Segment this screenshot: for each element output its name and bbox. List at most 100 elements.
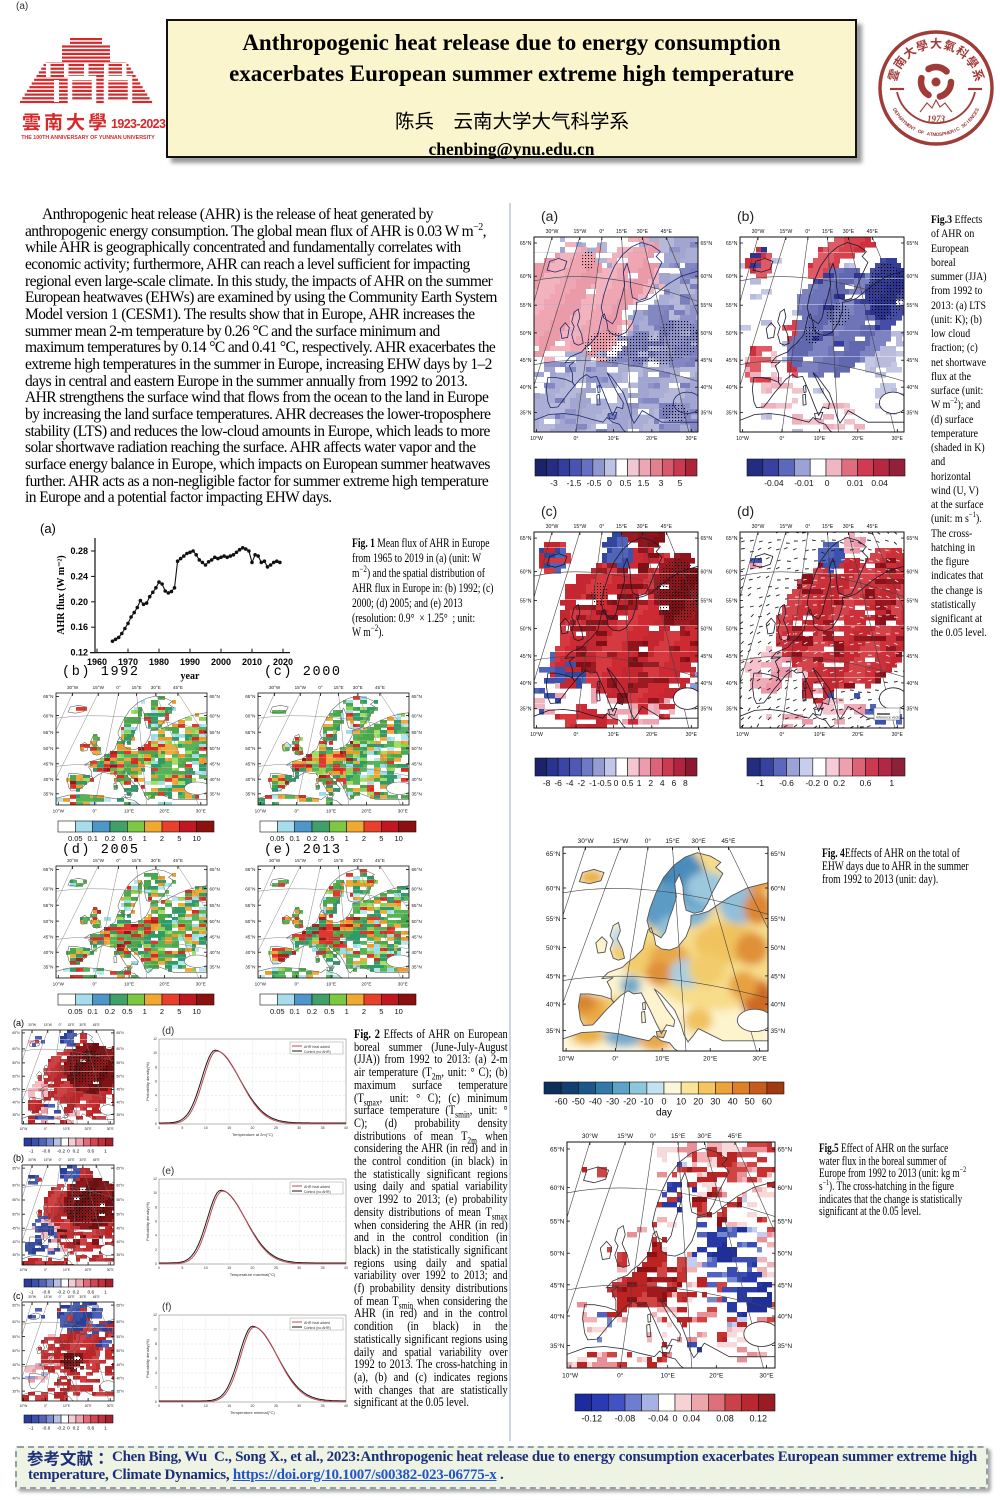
svg-text:65°N: 65°N xyxy=(117,1303,125,1307)
svg-text:10°E: 10°E xyxy=(655,1055,670,1063)
svg-text:45°E: 45°E xyxy=(721,837,736,845)
svg-text:15: 15 xyxy=(227,1404,231,1408)
svg-text:0: 0 xyxy=(155,1122,157,1126)
svg-text:60°N: 60°N xyxy=(726,274,738,280)
svg-text:60°N: 60°N xyxy=(117,1183,125,1187)
svg-text:0: 0 xyxy=(158,1404,160,1408)
svg-text:55°N: 55°N xyxy=(12,1061,20,1065)
svg-text:50°N: 50°N xyxy=(245,919,255,924)
svg-text:10°W: 10°W xyxy=(255,809,267,814)
svg-text:60°N: 60°N xyxy=(210,713,220,718)
svg-text:5: 5 xyxy=(181,1126,183,1130)
svg-text:1960: 1960 xyxy=(87,657,107,667)
svg-text:-3: -3 xyxy=(550,478,558,488)
svg-text:-1.5: -1.5 xyxy=(567,478,582,488)
svg-text:30°E: 30°E xyxy=(892,436,904,442)
svg-text:0°: 0° xyxy=(116,685,121,690)
svg-text:S: S xyxy=(974,107,981,113)
svg-text:2: 2 xyxy=(160,1007,164,1016)
svg-text:0°: 0° xyxy=(574,436,579,442)
svg-text:15: 15 xyxy=(227,1126,231,1130)
svg-text:45°N: 45°N xyxy=(245,762,255,767)
svg-text:35°N: 35°N xyxy=(412,792,422,797)
svg-text:65°N: 65°N xyxy=(245,694,255,699)
svg-text:0: 0 xyxy=(607,478,612,488)
svg-text:45°N: 45°N xyxy=(771,972,786,980)
svg-text:45°N: 45°N xyxy=(412,935,422,940)
svg-text:1: 1 xyxy=(143,1007,147,1016)
svg-text:50°N: 50°N xyxy=(546,944,561,952)
svg-text:P: P xyxy=(942,131,947,138)
svg-text:-0.2: -0.2 xyxy=(57,1289,66,1295)
svg-text:10: 10 xyxy=(153,1328,157,1332)
svg-text:1: 1 xyxy=(104,1425,107,1431)
svg-text:0°: 0° xyxy=(805,524,810,530)
svg-text:0.20: 0.20 xyxy=(70,597,88,607)
svg-text:10°W: 10°W xyxy=(53,982,65,987)
svg-text:0.5: 0.5 xyxy=(122,1007,132,1016)
svg-text:0°: 0° xyxy=(294,809,299,814)
svg-text:30°E: 30°E xyxy=(637,524,649,530)
svg-text:0: 0 xyxy=(824,778,829,788)
svg-text:15°E: 15°E xyxy=(68,1158,75,1162)
svg-text:30°E: 30°E xyxy=(151,858,161,863)
svg-text:0°: 0° xyxy=(59,1023,63,1027)
svg-text:R: R xyxy=(898,117,905,124)
svg-text:E: E xyxy=(967,116,974,123)
svg-text:60°N: 60°N xyxy=(907,274,919,280)
svg-text:-6: -6 xyxy=(554,778,562,788)
svg-text:THE 100TH ANNIVERSARY OF YUNNA: THE 100TH ANNIVERSARY OF YUNNAN UNIVERSI… xyxy=(21,135,155,141)
svg-text:10°E: 10°E xyxy=(326,809,336,814)
svg-text:20°E: 20°E xyxy=(361,982,371,987)
svg-text:55°N: 55°N xyxy=(701,303,713,309)
svg-text:60°N: 60°N xyxy=(701,274,713,280)
svg-text:10°W: 10°W xyxy=(19,1268,27,1272)
svg-text:1980: 1980 xyxy=(149,657,169,667)
svg-text:45°N: 45°N xyxy=(520,358,532,364)
svg-text:45°N: 45°N xyxy=(117,1363,125,1367)
svg-text:T: T xyxy=(911,126,916,133)
svg-text:50°N: 50°N xyxy=(12,1075,20,1079)
svg-text:10: 10 xyxy=(395,834,403,843)
svg-text:O: O xyxy=(917,128,923,135)
svg-text:50°N: 50°N xyxy=(412,746,422,751)
svg-text:C: C xyxy=(971,112,978,119)
svg-text:50°N: 50°N xyxy=(520,626,532,632)
svg-text:40°N: 40°N xyxy=(210,777,220,782)
svg-text:45°N: 45°N xyxy=(43,762,53,767)
svg-text:12: 12 xyxy=(153,1177,157,1181)
svg-text:45°E: 45°E xyxy=(375,685,385,690)
svg-text:20°E: 20°E xyxy=(361,809,371,814)
svg-text:10°E: 10°E xyxy=(124,809,134,814)
svg-text:-1: -1 xyxy=(29,1425,34,1431)
svg-text:50°N: 50°N xyxy=(245,746,255,751)
svg-text:T: T xyxy=(930,132,934,138)
svg-text:40: 40 xyxy=(344,1126,348,1130)
svg-text:0.2: 0.2 xyxy=(73,1289,80,1295)
svg-text:35°N: 35°N xyxy=(907,706,919,712)
svg-text:45°N: 45°N xyxy=(546,972,561,980)
svg-text:5: 5 xyxy=(177,1007,181,1016)
svg-text:0: 0 xyxy=(614,778,619,788)
svg-text:M: M xyxy=(903,121,910,128)
svg-text:35°N: 35°N xyxy=(701,706,713,712)
svg-text:-8: -8 xyxy=(543,778,551,788)
svg-text:AHR heat added: AHR heat added xyxy=(304,1185,330,1189)
svg-text:0: 0 xyxy=(155,1262,157,1266)
svg-text:55°N: 55°N xyxy=(43,730,53,735)
svg-text:-0.5: -0.5 xyxy=(587,478,602,488)
svg-text:0°: 0° xyxy=(780,436,785,442)
svg-text:1: 1 xyxy=(104,1148,107,1154)
svg-text:20°E: 20°E xyxy=(852,732,864,738)
svg-text:AHR heat added: AHR heat added xyxy=(304,1321,330,1325)
svg-text:2: 2 xyxy=(160,834,164,843)
svg-text:E: E xyxy=(973,109,980,116)
svg-text:55°N: 55°N xyxy=(117,1198,125,1202)
svg-text:40°N: 40°N xyxy=(117,1376,125,1380)
svg-text:A: A xyxy=(926,131,931,138)
svg-text:60°N: 60°N xyxy=(771,885,786,893)
svg-text:15°E: 15°E xyxy=(822,524,834,530)
svg-text:35°N: 35°N xyxy=(43,792,53,797)
svg-text:-0.2: -0.2 xyxy=(805,778,820,788)
svg-text:5: 5 xyxy=(177,834,181,843)
